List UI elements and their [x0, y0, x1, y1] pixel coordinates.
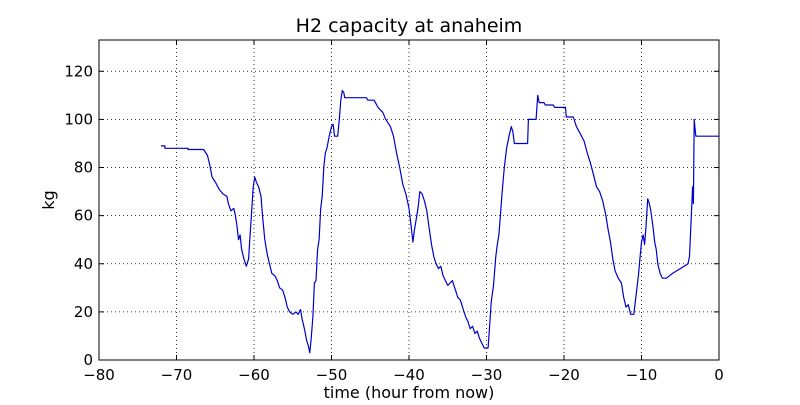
- grid-lines: [99, 40, 719, 360]
- x-tick-label: −80: [83, 366, 115, 384]
- y-tick-label: 120: [64, 62, 93, 80]
- x-axis-ticks: −80 −70 −60 −50 −40 −30 −20 −10 0: [83, 40, 724, 384]
- x-tick-label: −20: [548, 366, 580, 384]
- x-tick-label: −10: [626, 366, 658, 384]
- x-tick-label: −30: [471, 366, 503, 384]
- y-tick-label: 20: [74, 303, 93, 321]
- y-axis-label: kg: [39, 190, 58, 209]
- x-tick-label: 0: [714, 366, 724, 384]
- x-tick-label: −70: [161, 366, 193, 384]
- y-tick-label: 100: [64, 110, 93, 128]
- y-tick-label: 80: [74, 159, 93, 177]
- x-axis-label: time (hour from now): [324, 383, 495, 400]
- chart-title: H2 capacity at anaheim: [296, 15, 523, 37]
- x-tick-label: −50: [316, 366, 348, 384]
- x-tick-label: −60: [238, 366, 270, 384]
- x-tick-label: −40: [393, 366, 425, 384]
- y-tick-label: 40: [74, 255, 93, 273]
- plot-frame: [98, 39, 720, 361]
- y-axis-ticks: 0 20 40 60 80 100 120: [64, 62, 719, 369]
- series-line-h2-capacity: [161, 89, 719, 354]
- y-tick-label: 0: [83, 351, 93, 369]
- y-tick-label: 60: [74, 207, 93, 225]
